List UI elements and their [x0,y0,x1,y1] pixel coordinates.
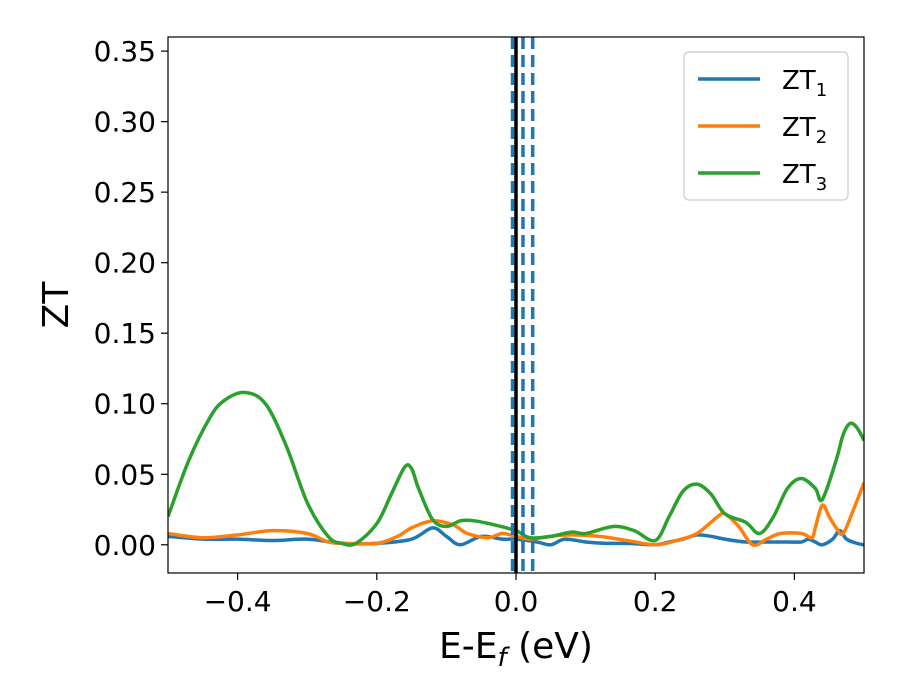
series-line-zt3 [168,390,864,547]
legend: ZT1 ZT2 ZT3 [683,51,849,201]
y-tick-label: 0.25 [94,176,156,209]
y-tick-label: 0.35 [94,35,156,68]
legend-label-zt1: ZT1 [782,66,827,101]
y-axis-title: ZT [36,281,77,329]
y-tick-label: 0.10 [94,388,156,421]
x-axis-ticks: −0.4 −0.2 0.0 0.2 0.4 [204,573,817,618]
series-layer [168,390,864,547]
legend-label-zt2: ZT2 [782,113,827,148]
x-tick-label: −0.2 [343,585,411,618]
x-tick-label: 0.0 [494,585,539,618]
x-tick-label: −0.4 [204,585,272,618]
x-tick-label: 0.4 [772,585,817,618]
x-axis-title: E-Ef (eV) [439,626,593,673]
y-axis-ticks: 0.00 0.05 0.10 0.15 0.20 0.25 0.30 0.35 [94,35,168,562]
y-tick-label: 0.05 [94,458,156,491]
y-tick-label: 0.15 [94,317,156,350]
x-tick-label: 0.2 [633,585,678,618]
y-tick-label: 0.20 [94,247,156,280]
x-axis-title-unit: (eV) [507,626,593,667]
x-axis-title-main: E-E [439,626,497,667]
legend-label-zt3: ZT3 [782,160,827,195]
legend-frame [683,51,849,201]
y-tick-label: 0.30 [94,106,156,139]
y-tick-label: 0.00 [94,529,156,562]
vertical-lines-layer [510,37,535,573]
